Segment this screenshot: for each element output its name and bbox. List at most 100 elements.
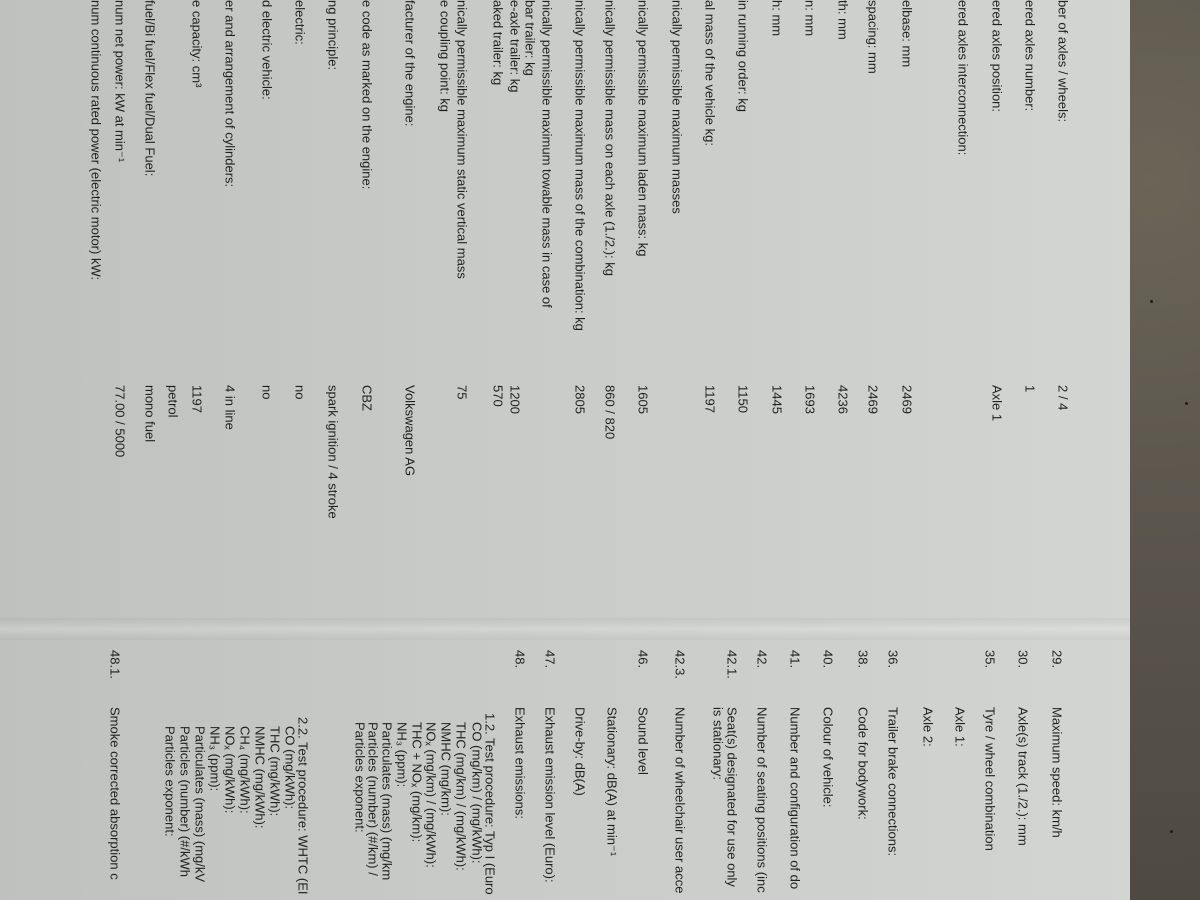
emission-line: Particles (number) (#/km) / [365,722,381,876]
field-label: aked trailer: kg [490,0,506,86]
field-label: num net power: kW at min⁻¹ [112,0,128,163]
item-label: Axle 2: [920,707,936,747]
item-number: 30. [1015,650,1031,669]
field-value: 75 [454,385,470,400]
field-value: 77.00 / 5000 [112,385,128,458]
field-label: fuel/Bi fuel/Flex fuel/Dual Fuel: [142,0,158,177]
item-label: Exhaust emissions: [512,707,528,819]
field-value: 2805 [572,385,588,414]
field-label: er and arrangement of cylinders: [222,0,238,188]
item-label: Smoke corrected absorption c [107,707,123,880]
item-label: Seat(s) designated for use only [724,707,740,887]
field-label: al mass of the vehicle kg: [702,0,718,146]
field-label: ered axles number: [1022,0,1038,112]
field-label: in running order: kg [735,0,751,113]
item-number: 48. [512,650,528,669]
page-fold [0,618,1130,640]
field-label: ng principle: [325,0,341,71]
field-label: d electric vehicle: [259,0,275,100]
item-number: 38. [855,650,871,669]
item-label: Stationary: dB(A) at min⁻¹ [604,707,620,857]
field-label: e capacity: cm³ [189,0,205,88]
item-label: Maximum speed: km/h [1049,707,1065,838]
concrete-surface [1130,0,1200,900]
field-label: nically permissible maximum masses [669,0,685,214]
item-label: Exhaust emission level (Euro): [542,707,558,883]
field-label: e coupling point: kg [437,0,453,113]
item-label: Drive-by: dB(A) [572,707,588,796]
field-value: 1 [1022,385,1038,393]
field-label: electric: [292,0,308,45]
field-label: facturer of the engine: [402,0,418,127]
field-label: e code as marked on the engine: [359,0,375,190]
item-label: Number of wheelchair user acce [672,707,688,894]
field-label: ber of axles / wheels: [1055,0,1071,123]
field-value: 1150 [735,385,751,413]
emission-line: NOₓ (mg/km) / (mg/kWh): [423,722,439,868]
field-label: nically permissible maximum towable mass… [539,0,555,308]
item-number: 41. [787,650,803,669]
emission-line: Particulates (mass) (mg/kV [192,726,208,883]
field-label: e-axle trailer: kg [507,0,523,93]
field-label: nically permissible maximum mass of the … [572,0,588,331]
item-label: Number of seating positions (inc [754,707,770,893]
field-value: 1200 [507,385,523,414]
test-procedure-heading: 1.2. Test procedure: Typ I (Euro [482,713,498,895]
emission-line: NMHC (mg/km): [438,722,454,816]
emission-line: CH₄ (mg/kWh): [237,726,253,814]
field-label: th: mm [835,0,851,40]
emission-line: THC + NOₓ (mg/km): [409,722,425,843]
emission-line: NH₃ (ppm): [394,722,410,788]
emission-line: CO (mg/kWh): [282,726,298,810]
field-value: 1445 [769,385,785,414]
item-number: 40. [820,650,836,669]
document-page [0,0,1130,900]
field-value: 1197 [702,385,718,413]
field-value: no [259,385,275,400]
field-value: 570 [490,385,506,407]
emission-line: NH₃ (ppm): [207,726,223,792]
emission-line: Particles exponent: [352,722,368,833]
item-label: Number and configuration of do [787,707,803,890]
field-value: CBZ [359,385,375,411]
emission-line: Particles (number) (#/kWh [177,726,193,877]
item-number: 29. [1049,650,1065,669]
emission-line: Particles exponent: [162,726,178,837]
test-procedure-heading: 2.2. Test procedure: WHTC (EI [295,717,311,895]
item-number: 42.3. [672,650,688,679]
item-number: 46. [635,650,651,669]
item-label: Code for bodywork: [855,707,871,820]
emission-line: NMHC (mg/kWh): [252,726,268,829]
field-label: h: mm [769,0,785,37]
field-label: num continuous rated power (electric mot… [88,0,104,281]
field-label: nically permissible maximum laden mass: … [635,0,651,257]
field-value: 4 in line [222,385,238,430]
item-label: Axle(s) track (1./2.): mm [1015,707,1031,846]
field-value: no [292,385,308,400]
field-value: mono fuel [142,385,158,443]
field-value: 2 / 4 [1055,385,1071,411]
item-number: 36. [885,650,901,669]
field-label: elbase: mm [899,0,915,68]
field-label: spacing: mm [865,0,881,74]
item-label: Sound level [635,707,651,775]
emission-line: THC (mg/kWh): [267,726,283,817]
emission-line: Particulates (mass) (mg/km [379,722,395,881]
item-number: 42. [754,650,770,669]
field-label: ered axles position: [989,0,1005,113]
field-value: 2469 [865,385,881,414]
field-value: Axle 1 [989,385,1005,422]
field-value: 1693 [802,385,818,414]
emission-line: THC (mg/km) / (mg/kWh): [453,722,469,871]
field-label: ered axles interconnection: [955,0,971,156]
field-label: nically permissible maximum static verti… [454,0,470,279]
field-value: petrol [165,385,181,418]
field-label: n: mm [802,0,818,37]
item-number: 47. [542,650,558,669]
field-value: Volkswagen AG [402,385,418,477]
item-label: Trailer brake connections: [885,707,901,857]
item-label: Tyre / wheel combination [982,707,998,851]
emission-line: CO (mg/km) / (mg/kWh): [469,722,485,864]
field-value: 1197 [189,385,205,413]
field-value: 1605 [635,385,651,414]
